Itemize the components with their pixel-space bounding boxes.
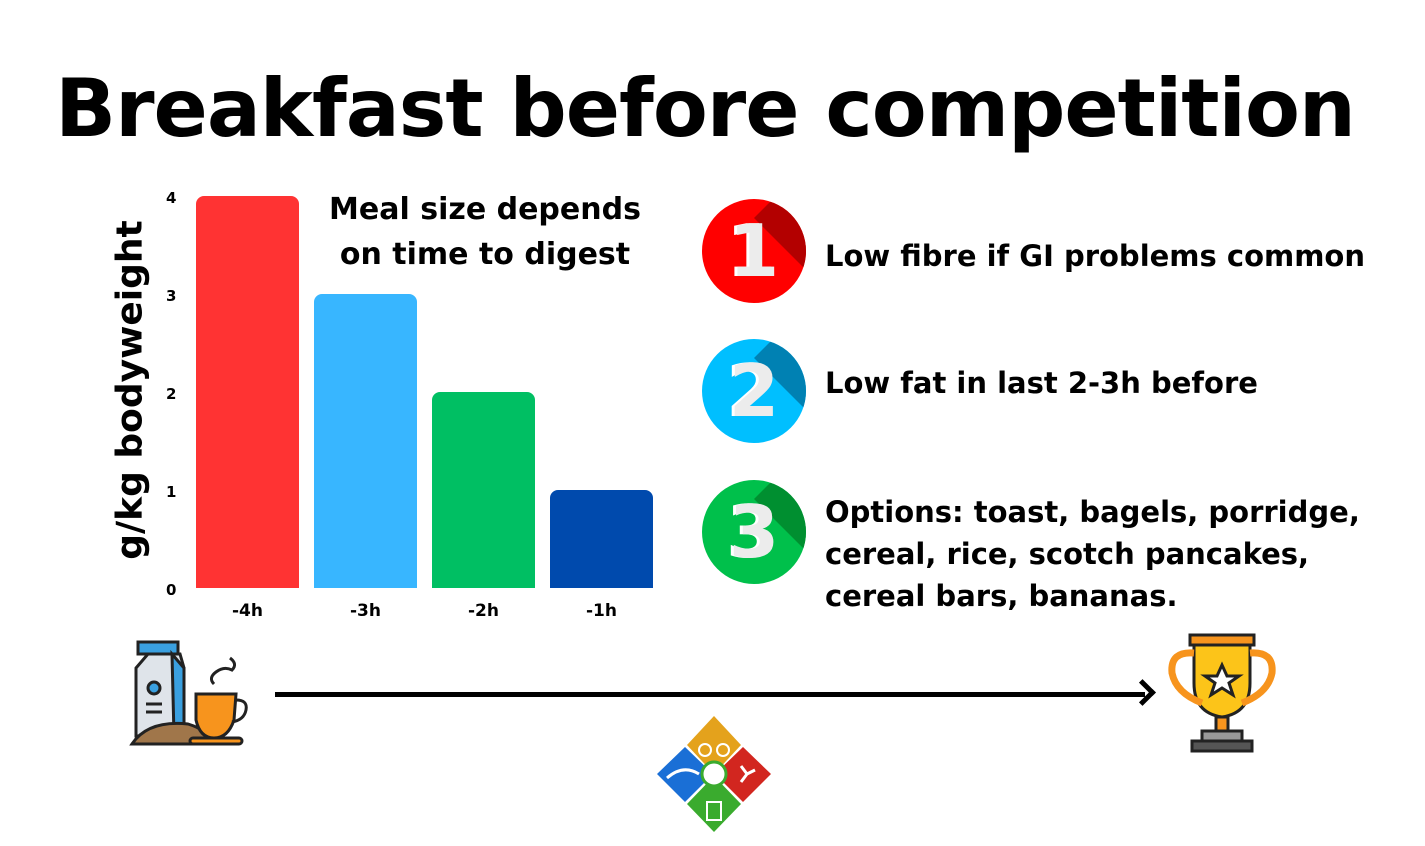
bar-minus-4h (196, 196, 299, 588)
point-1-text: Low fibre if GI problems common (825, 239, 1365, 273)
chart-subtitle-line: Meal size depends (329, 192, 641, 227)
bar-minus-1h (550, 490, 653, 588)
number-badge-1-icon: 1 (702, 199, 806, 303)
y-tick: 1 (166, 483, 177, 501)
bar-minus-3h (314, 294, 417, 588)
x-tick: -1h (586, 601, 617, 621)
x-tick: -3h (350, 601, 381, 621)
breakfast-icon (129, 640, 248, 746)
page-title: Breakfast before competition (55, 62, 1356, 155)
number-badge-3-icon: 3 (702, 480, 806, 584)
number-badge-2-icon: 2 (702, 339, 806, 443)
trophy-icon (1168, 633, 1276, 753)
timeline-arrow (275, 692, 1145, 697)
x-tick: -2h (468, 601, 499, 621)
point-3-line: cereal bars, bananas. (825, 579, 1178, 613)
y-tick: 2 (166, 385, 177, 403)
point-2-text: Low fat in last 2-3h before (825, 366, 1258, 400)
y-tick: 4 (166, 189, 177, 207)
y-axis-label: g/kg bodyweight (109, 220, 151, 560)
point-3-line: Options: toast, bagels, porridge, (825, 495, 1360, 529)
arrow-head-icon (1129, 679, 1156, 706)
chart-subtitle-line: on time to digest (339, 237, 631, 272)
point-3-line: cereal, rice, scotch pancakes, (825, 537, 1310, 571)
y-tick: 0 (166, 581, 177, 599)
chart-subtitle: Meal size depends on time to digest (318, 187, 652, 277)
triathlon-nutrition-logo (657, 716, 771, 832)
y-tick: 3 (166, 287, 177, 305)
point-3-text: Options: toast, bagels, porridge, cereal… (825, 491, 1360, 617)
bar-minus-2h (432, 392, 535, 588)
x-tick: -4h (232, 601, 263, 621)
